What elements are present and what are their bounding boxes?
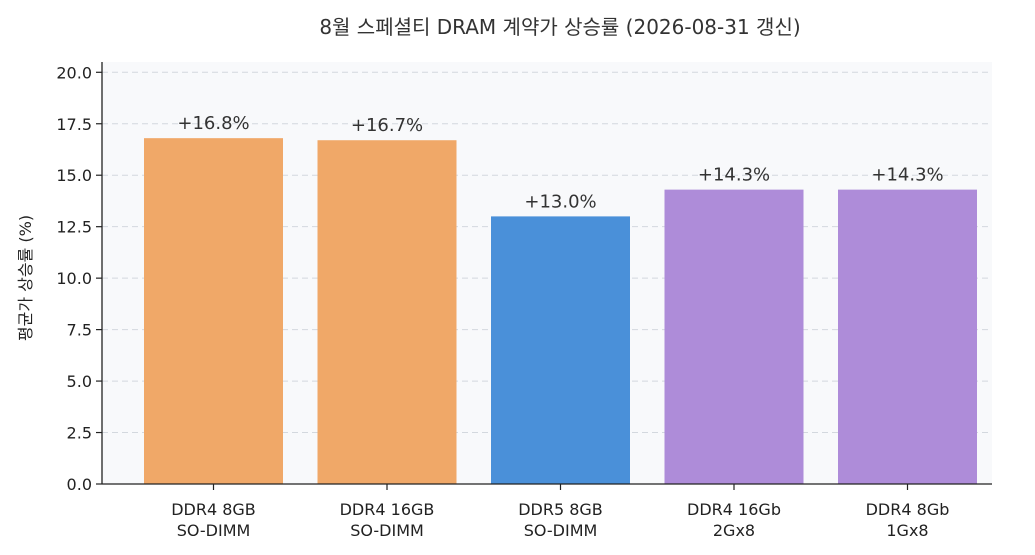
x-tick-label: 1Gx8: [886, 521, 928, 540]
bar-value-label: +16.8%: [177, 113, 249, 134]
x-tick-label: 2Gx8: [713, 521, 755, 540]
y-tick-label: 2.5: [67, 424, 92, 443]
bar-value-label: +14.3%: [698, 165, 770, 186]
y-tick-label: 17.5: [56, 115, 92, 134]
axes: 0.0 2.5 5.0 7.5 10.0 12.5 15.0 17.5 20.0 DDR4 8GB…: [56, 62, 992, 540]
x-tick-label: SO-DIMM: [524, 521, 598, 540]
y-tick-label: 7.5: [67, 321, 92, 340]
bar: [317, 140, 457, 484]
data-labels: +16.8% +16.7% +13.0% +14.3% +14.3%: [177, 113, 943, 212]
bar: [838, 189, 977, 484]
y-tick-label: 15.0: [56, 166, 92, 185]
x-tick-label: DDR4 8GB: [171, 500, 256, 519]
bar-value-label: +13.0%: [524, 191, 596, 212]
bar-value-label: +14.3%: [871, 165, 943, 186]
x-tick-label: DDR4 16GB: [340, 500, 435, 519]
x-tick-label: DDR5 8GB: [518, 500, 603, 519]
y-tick-label: 5.0: [67, 372, 92, 391]
y-axis-label: 평균가 상승률 (%): [16, 215, 35, 341]
bar: [664, 189, 804, 484]
bar: [144, 138, 283, 485]
chart-title: 8월 스페셜티 DRAM 계약가 상승률 (2026-08-31 갱신): [319, 15, 800, 39]
x-tick-label: DDR4 16Gb: [687, 500, 781, 519]
y-tick-label: 20.0: [56, 63, 92, 82]
y-tick-label: 10.0: [56, 269, 92, 288]
x-tick-label: DDR4 8Gb: [866, 500, 950, 519]
x-tick-label: SO-DIMM: [350, 521, 424, 540]
y-tick-label: 0.0: [67, 475, 92, 494]
x-tick-label: SO-DIMM: [177, 521, 251, 540]
bars: [144, 138, 977, 485]
y-tick-label: 12.5: [56, 218, 92, 237]
bar-value-label: +16.7%: [351, 115, 423, 136]
bar: [491, 216, 630, 484]
